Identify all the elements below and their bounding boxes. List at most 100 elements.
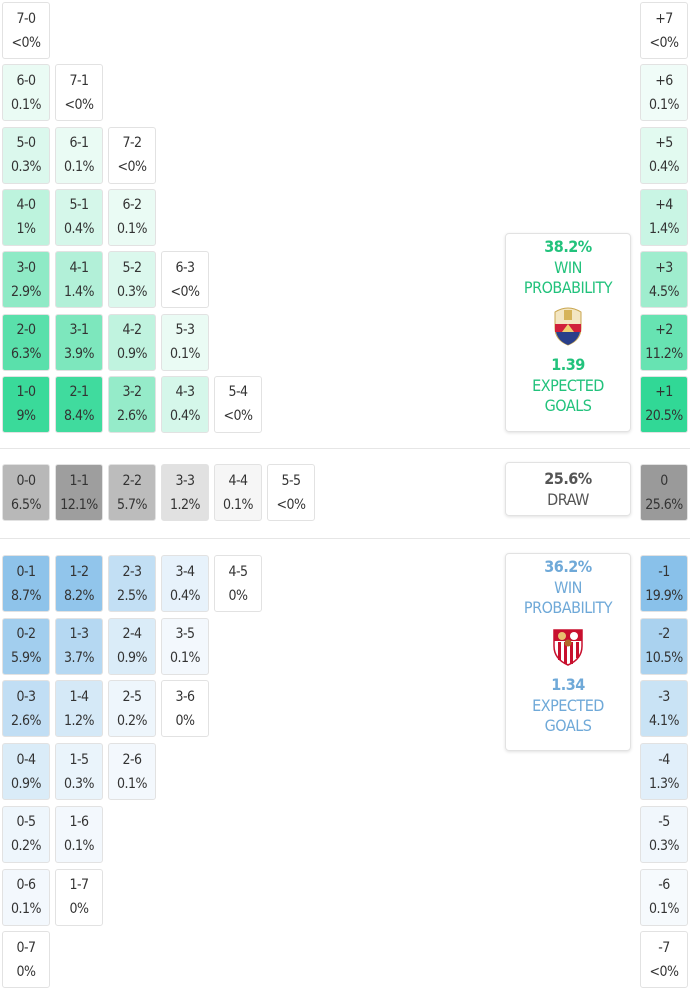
- scoreline-cell: 2-4 0.9%: [108, 617, 156, 675]
- cell-pct: 1%: [16, 221, 36, 238]
- cell-score: 3-6: [175, 688, 195, 705]
- cell-pct: <0%: [170, 283, 200, 300]
- home-win-card: 38.2% WIN PROBABILITY 1.39 EXPECTED GOAL…: [505, 233, 631, 432]
- margin-cell: +6 0.1%: [640, 64, 688, 122]
- cell-pct: <0%: [64, 96, 94, 113]
- cell-score: +1: [655, 384, 673, 401]
- scoreline-cell: 5-1 0.4%: [55, 188, 103, 246]
- cell-score: 0-3: [16, 688, 36, 705]
- scoreline-cell: 3-6 0%: [161, 680, 209, 738]
- cell-score: 3-4: [175, 563, 195, 580]
- scoreline-cell: 2-5 0.2%: [108, 680, 156, 738]
- scoreline-cell: 2-2 5.7%: [108, 464, 156, 521]
- cell-score: 0-4: [16, 751, 36, 768]
- cell-score: -3: [658, 688, 670, 705]
- cell-pct: 0.1%: [64, 838, 95, 855]
- cell-pct: 0.9%: [117, 346, 148, 362]
- cell-score: +5: [655, 135, 673, 152]
- cell-pct: 1.3%: [649, 775, 680, 792]
- scoreline-cell: 2-6 0.1%: [108, 743, 156, 801]
- cell-pct: 0.3%: [11, 159, 42, 176]
- cell-score: 0-6: [16, 877, 36, 893]
- away-win-pct: 36.2%: [544, 557, 592, 576]
- cell-pct: 0.1%: [223, 496, 254, 513]
- away-xg-label: EXPECTED GOALS: [532, 696, 604, 735]
- cell-score: 5-5: [281, 472, 301, 489]
- cell-score: 3-5: [175, 626, 195, 643]
- cell-score: 2-6: [122, 751, 142, 768]
- margin-cell: -5 0.3%: [640, 805, 688, 863]
- cell-score: +7: [655, 10, 673, 27]
- cell-pct: 0%: [175, 712, 195, 729]
- cell-score: +6: [655, 72, 673, 89]
- scoreline-cell: 4-2 0.9%: [108, 313, 156, 371]
- cell-pct: 8.4%: [64, 408, 95, 425]
- margin-cell: -6 0.1%: [640, 868, 688, 926]
- scoreline-cell: 7-0 <0%: [2, 2, 50, 59]
- away-win-card: 36.2% WIN PROBABILITY 1.34 EXPECTED GOAL…: [505, 553, 631, 751]
- scoreline-cell: 4-3 0.4%: [161, 375, 209, 433]
- cell-pct: 0.4%: [170, 587, 201, 604]
- draw-label: DRAW: [547, 490, 589, 509]
- cell-score: 5-3: [175, 322, 195, 338]
- cell-pct: 8.7%: [11, 587, 42, 604]
- cell-score: 2-0: [16, 322, 36, 338]
- scoreline-cell: 1-1 12.1%: [55, 464, 103, 521]
- scoreline-cell: 0-1 8.7%: [2, 555, 50, 612]
- cell-pct: 2.5%: [117, 587, 148, 604]
- cell-pct: <0%: [649, 963, 679, 980]
- cell-score: 3-0: [16, 259, 36, 276]
- cell-pct: 0.9%: [117, 650, 148, 667]
- scoreline-cell: 0-2 5.9%: [2, 617, 50, 675]
- cell-pct: <0%: [117, 159, 147, 176]
- scoreline-cell: 7-2 <0%: [108, 126, 156, 184]
- cell-pct: 11.2%: [645, 346, 683, 362]
- cell-pct: 4.1%: [649, 712, 680, 729]
- scoreline-cell: 4-1 1.4%: [55, 251, 103, 309]
- away-xg: 1.34: [551, 675, 585, 694]
- scoreline-cell: 0-6 0.1%: [2, 868, 50, 926]
- cell-score: 0-2: [16, 626, 36, 643]
- cell-pct: 5.7%: [117, 496, 148, 513]
- cell-score: 1-5: [69, 751, 89, 768]
- cell-pct: 0.1%: [117, 775, 148, 792]
- cell-score: 0-1: [16, 563, 36, 580]
- cell-score: 6-1: [69, 135, 89, 152]
- margin-cell: +3 4.5%: [640, 251, 688, 309]
- cell-score: 6-2: [122, 197, 142, 214]
- scoreline-cell: 1-6 0.1%: [55, 805, 103, 863]
- cell-pct: 0.1%: [11, 901, 42, 917]
- cell-score: 2-2: [122, 472, 142, 489]
- cell-score: 3-2: [122, 384, 142, 401]
- scoreline-cell: 0-3 2.6%: [2, 680, 50, 738]
- margin-cell: +4 1.4%: [640, 188, 688, 246]
- scoreline-cell: 5-2 0.3%: [108, 251, 156, 309]
- cell-score: -1: [658, 563, 670, 580]
- margin-cell: 0 25.6%: [640, 464, 688, 521]
- away-win-label: WIN PROBABILITY: [523, 578, 613, 617]
- cell-score: 4-0: [16, 197, 36, 214]
- scoreline-cell: 2-0 6.3%: [2, 313, 50, 371]
- cell-score: 1-4: [69, 688, 89, 705]
- scoreline-cell: 1-7 0%: [55, 868, 103, 926]
- cell-pct: 0.2%: [117, 712, 148, 729]
- margin-cell: -4 1.3%: [640, 743, 688, 801]
- cell-pct: 0.4%: [649, 159, 680, 176]
- cell-pct: 10.5%: [645, 650, 683, 667]
- cell-score: 6-0: [16, 72, 36, 89]
- cell-pct: 0.1%: [170, 346, 201, 362]
- scoreline-cell: 6-1 0.1%: [55, 126, 103, 184]
- cell-score: 6-3: [175, 259, 195, 276]
- cell-score: 3-3: [175, 472, 195, 489]
- scoreline-cell: 2-3 2.5%: [108, 555, 156, 612]
- cell-score: +4: [655, 197, 673, 214]
- cell-score: 3-1: [69, 322, 89, 338]
- cell-score: +2: [655, 322, 673, 338]
- scoreline-cell: 5-0 0.3%: [2, 126, 50, 184]
- cell-score: 5-0: [16, 135, 36, 152]
- cell-score: 7-2: [122, 135, 142, 152]
- cell-score: 1-3: [69, 626, 89, 643]
- cell-pct: 0.2%: [11, 838, 42, 855]
- cell-score: 4-3: [175, 384, 195, 401]
- cell-pct: 0.1%: [11, 96, 42, 113]
